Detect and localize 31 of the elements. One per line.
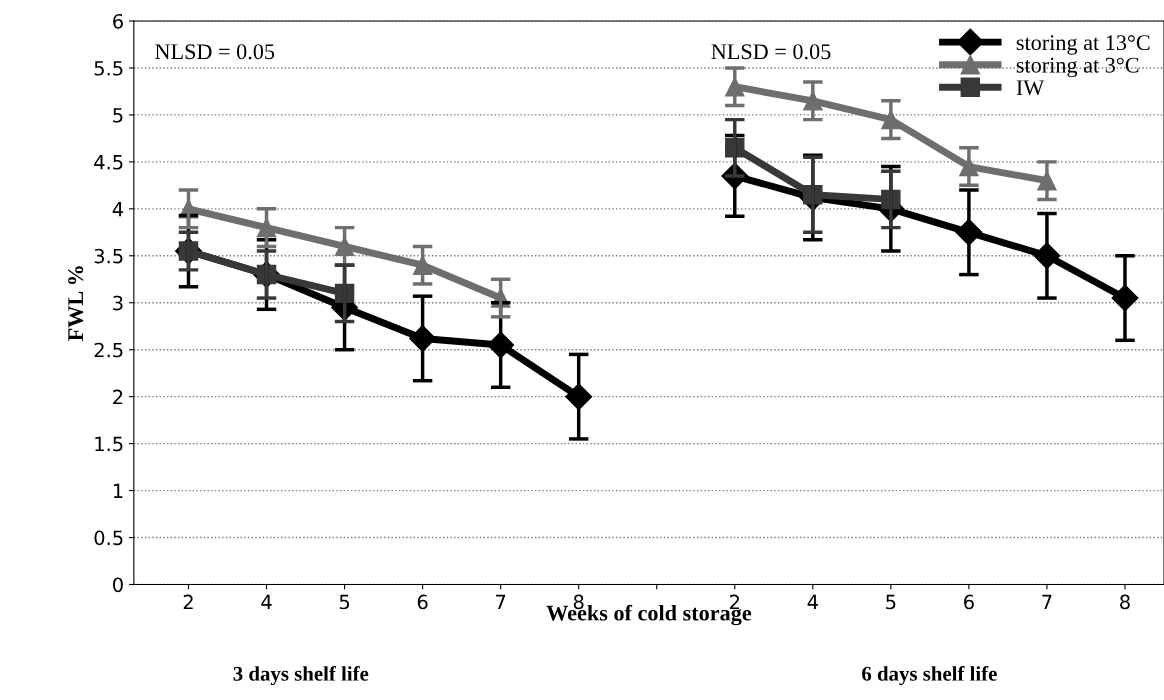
annotation: NLSD = 0.05 (711, 44, 831, 60)
x-tick-label: 6 (417, 594, 428, 610)
text: 6 days shelf life (862, 665, 997, 686)
x-tick-label: 7 (1042, 594, 1052, 609)
y-tick-label: 2 (113, 389, 123, 405)
x-tick-label: 7 (496, 594, 506, 609)
x-tick-label: 2 (183, 594, 193, 609)
legend-label: storing at 13°C (1016, 35, 1150, 55)
y-tick-label: 3 (113, 295, 123, 311)
y-tick-label: 0.5 (94, 530, 123, 546)
annotation: NLSD = 0.05 (155, 44, 275, 60)
y-tick-label: 2.5 (94, 342, 123, 358)
legend-label: storing at 3°C (1016, 57, 1139, 78)
x-tick-label: 4 (261, 594, 272, 609)
text: 3 days shelf life (233, 665, 369, 686)
y-tick-label: 5 (113, 108, 123, 123)
y-tick-label: 5.5 (94, 61, 123, 76)
x-tick-label: 6 (964, 594, 974, 610)
x-tick-label: 4 (807, 594, 818, 609)
y-tick-label: 6 (113, 13, 123, 29)
y-tick-label: 4.5 (94, 155, 123, 170)
y-axis-title: FWL % (68, 266, 84, 341)
y-tick-label: 3.5 (94, 248, 123, 264)
y-tick-label: 4 (112, 202, 124, 217)
x-tick-label: 8 (1120, 594, 1130, 610)
legend-label: IW (1016, 80, 1045, 96)
x-tick-label: 5 (339, 594, 350, 610)
y-tick-label: 0 (113, 577, 123, 593)
y-tick-label: 1.5 (95, 436, 123, 452)
y-tick-label: 1 (113, 483, 123, 498)
x-tick-label: 5 (886, 594, 896, 610)
